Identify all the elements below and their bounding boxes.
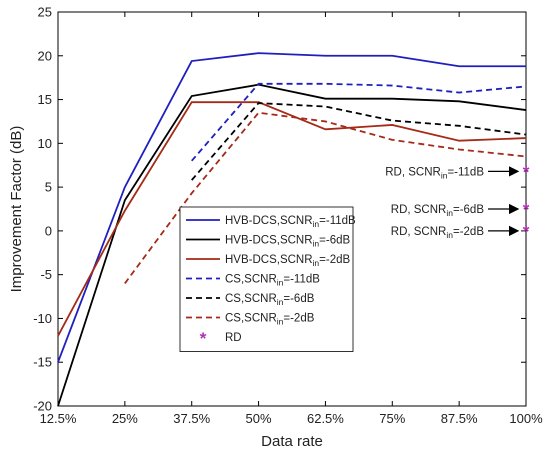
rd-layer: *RD, SCNRin=-11dB*RD, SCNRin=-6dB*RD, SC…	[385, 162, 529, 241]
legend-label-2-sub: in	[313, 258, 320, 268]
legend-label-2: HVB-DCS,SCNRin=-2dB	[225, 254, 351, 268]
x-tick-label: 12.5%	[40, 411, 77, 426]
legend-label-1-tail: =-6dB	[319, 235, 350, 247]
series-line-2	[57, 101, 527, 337]
rd-label-1-main: RD, SCNR	[391, 204, 447, 216]
rd-label-1-tail: =-6dB	[453, 204, 484, 216]
series-layer	[57, 52, 527, 407]
y-tick-label: -20	[33, 399, 52, 414]
x-tick-label: 50%	[246, 411, 272, 426]
series-line-1	[57, 83, 527, 407]
rd-label-1-sub: in	[446, 208, 453, 218]
rd-label-2-main: RD, SCNR	[391, 226, 447, 238]
y-tick-label: -5	[40, 267, 52, 282]
legend-label-4-main: CS,SCNR	[225, 293, 277, 305]
x-tick-label: 100%	[509, 411, 543, 426]
y-tick-label: 0	[45, 223, 52, 238]
y-axis-label: Improvement Factor (dB)	[8, 126, 25, 293]
x-axis-label: Data rate	[261, 433, 323, 450]
legend-label-0: HVB-DCS,SCNRin=-11dB	[225, 215, 356, 229]
legend: HVB-DCS,SCNRin=-11dBHVB-DCS,SCNRin=-6dBH…	[179, 206, 356, 352]
legend-label-4: CS,SCNRin=-6dB	[225, 293, 315, 307]
series-line-0	[57, 52, 526, 363]
legend-label-3: CS,SCNRin=-11dB	[225, 274, 320, 288]
y-tick-label: 25	[38, 5, 52, 20]
legend-label-5-main: CS,SCNR	[225, 313, 277, 325]
legend-label-5-tail: =-2dB	[283, 313, 314, 325]
y-tick-label: 10	[38, 136, 52, 151]
series-line-4	[191, 102, 527, 181]
legend-label-4-tail: =-6dB	[283, 293, 314, 305]
x-axis-ticks: 12.5% 25% 37.5% 50% 62.5% 75% 87.5% 100%	[40, 12, 543, 426]
legend-label-1-main: HVB-DCS,SCNR	[225, 235, 313, 247]
legend-label-0-main: HVB-DCS,SCNR	[225, 215, 313, 227]
x-tick-label: 25%	[112, 411, 138, 426]
rd-marker-0: *	[523, 162, 530, 181]
x-tick-label: 62.5%	[307, 411, 344, 426]
y-tick-label: -15	[33, 355, 52, 370]
legend-label-0-sub: in	[313, 219, 320, 229]
legend-label-4-sub: in	[277, 297, 284, 307]
legend-label-3-tail: =-11dB	[283, 274, 320, 286]
series-line-5	[124, 111, 527, 284]
rd-label-2: RD, SCNRin=-2dB	[391, 226, 485, 240]
legend-label-3-sub: in	[277, 278, 284, 288]
legend-label-5: CS,SCNRin=-2dB	[225, 313, 315, 327]
y-tick-label: 5	[45, 180, 52, 195]
x-tick-label: 75%	[379, 411, 405, 426]
series-line-3	[191, 82, 527, 162]
y-tick-label: -10	[33, 311, 52, 326]
rd-label-0-main: RD, SCNR	[385, 166, 441, 178]
legend-label-1-sub: in	[313, 239, 320, 249]
legend-label-3-main: CS,SCNR	[225, 274, 277, 286]
y-axis-ticks: -20 -15 -10 -5 0 5 10 15 20 25	[33, 5, 526, 414]
legend-label-5-sub: in	[277, 317, 284, 327]
y-tick-label: 20	[38, 48, 52, 63]
rd-label-0: RD, SCNRin=-11dB	[385, 166, 484, 180]
legend-label-0-tail: =-11dB	[319, 215, 356, 227]
rd-marker-1: *	[523, 200, 530, 219]
rd-label-0-tail: =-11dB	[447, 166, 484, 178]
legend-swatch-rd: *	[200, 329, 207, 348]
rd-label-0-sub: in	[441, 170, 448, 180]
rd-label-2-tail: =-2dB	[453, 226, 484, 238]
legend-label-1: HVB-DCS,SCNRin=-6dB	[225, 235, 351, 249]
x-tick-label: 37.5%	[173, 411, 210, 426]
x-tick-label: 87.5%	[441, 411, 478, 426]
legend-label-2-tail: =-2dB	[319, 254, 350, 266]
legend-label-rd: RD	[225, 332, 242, 344]
rd-label-1: RD, SCNRin=-6dB	[391, 204, 485, 218]
legend-label-2-main: HVB-DCS,SCNR	[225, 254, 313, 266]
rd-label-2-sub: in	[446, 230, 453, 240]
y-tick-label: 15	[38, 92, 52, 107]
rd-marker-2: *	[523, 222, 530, 241]
